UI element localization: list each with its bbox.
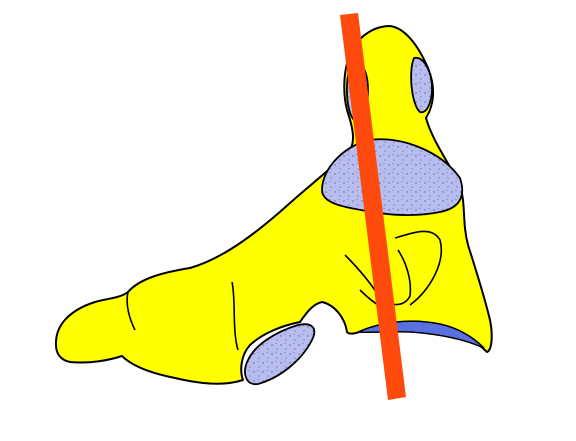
articular-facet-lower	[244, 323, 316, 385]
articular-facet-top-right	[410, 57, 433, 114]
axis-line	[340, 13, 406, 400]
inner-contour	[126, 230, 443, 351]
